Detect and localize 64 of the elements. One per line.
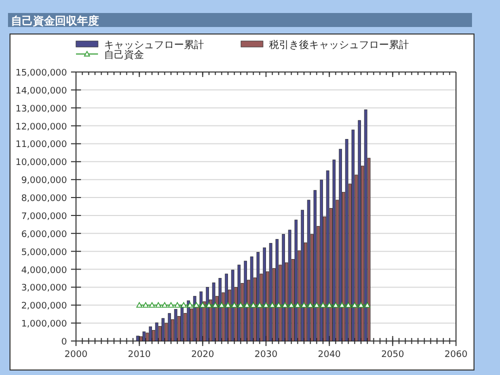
bar bbox=[345, 139, 348, 342]
x-tick-label: 2050 bbox=[381, 350, 404, 360]
bar bbox=[168, 313, 171, 342]
x-tick-label: 2010 bbox=[128, 350, 152, 360]
bar bbox=[142, 331, 146, 342]
legend-label: 自己資金 bbox=[104, 49, 144, 61]
x-tick-label: 2030 bbox=[254, 350, 278, 360]
bar bbox=[136, 336, 140, 342]
x-tick-label: 2040 bbox=[318, 350, 342, 360]
y-tick-label: 1,000,000 bbox=[21, 320, 68, 330]
bar bbox=[288, 230, 292, 342]
bar bbox=[262, 248, 266, 342]
y-tick-label: 7,000,000 bbox=[21, 212, 68, 222]
y-tick-label: 11,000,000 bbox=[15, 140, 68, 150]
y-tick-label: 12,000,000 bbox=[15, 122, 68, 132]
bar bbox=[244, 260, 247, 342]
bar bbox=[269, 243, 272, 342]
bar bbox=[238, 264, 241, 342]
bar bbox=[212, 282, 216, 342]
bar bbox=[300, 210, 304, 342]
y-tick-label: 13,000,000 bbox=[15, 104, 68, 114]
legend-label: キャッシュフロー累計 bbox=[104, 39, 204, 51]
bar bbox=[162, 318, 165, 342]
y-tick-label: 0 bbox=[61, 338, 68, 348]
y-tick-label: 4,000,000 bbox=[21, 266, 68, 276]
legend-label: 税引き後キャッシュフロー累計 bbox=[269, 39, 409, 51]
y-tick-label: 15,000,000 bbox=[15, 68, 68, 78]
y-tick-label: 14,000,000 bbox=[15, 86, 68, 96]
bar bbox=[320, 180, 323, 342]
x-tick-label: 2060 bbox=[444, 350, 468, 360]
bar bbox=[180, 304, 184, 342]
bar bbox=[186, 300, 190, 342]
bar bbox=[148, 326, 152, 342]
bar bbox=[358, 120, 361, 342]
bar bbox=[256, 252, 260, 342]
bar bbox=[224, 274, 228, 342]
bar bbox=[352, 130, 355, 342]
chart-title: 自己資金回収年度 bbox=[11, 14, 99, 28]
x-tick-label: 2000 bbox=[64, 350, 88, 360]
y-tick-label: 2,000,000 bbox=[21, 302, 68, 312]
bar bbox=[282, 234, 285, 342]
y-tick-label: 9,000,000 bbox=[21, 176, 68, 186]
y-tick-label: 3,000,000 bbox=[21, 284, 68, 294]
bar bbox=[200, 291, 203, 342]
bar bbox=[294, 220, 298, 342]
bar bbox=[218, 278, 222, 342]
x-tick-label: 2020 bbox=[191, 350, 214, 360]
bar bbox=[206, 287, 209, 342]
bar bbox=[364, 109, 368, 342]
bar bbox=[193, 296, 196, 342]
bar bbox=[231, 270, 234, 342]
y-tick-label: 10,000,000 bbox=[15, 158, 68, 168]
bar bbox=[307, 200, 310, 342]
bar bbox=[276, 239, 279, 342]
bar bbox=[250, 256, 254, 342]
bar bbox=[314, 190, 317, 342]
y-tick-label: 5,000,000 bbox=[21, 248, 68, 258]
bar bbox=[332, 160, 336, 342]
bar bbox=[155, 322, 158, 342]
bar bbox=[326, 170, 330, 342]
bar bbox=[174, 309, 178, 342]
y-tick-label: 6,000,000 bbox=[21, 230, 68, 240]
y-tick-label: 8,000,000 bbox=[21, 194, 68, 204]
bar bbox=[338, 148, 342, 342]
